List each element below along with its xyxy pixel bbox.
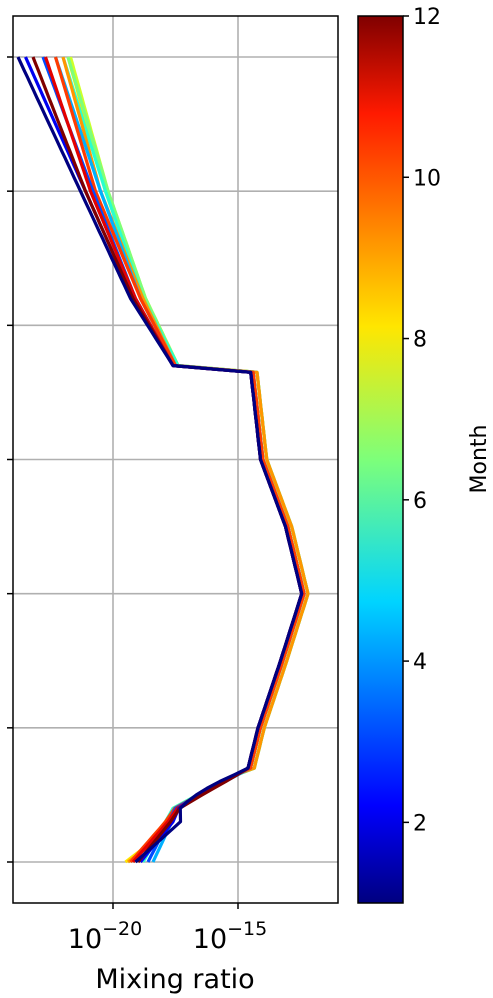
colorbar-tick-label: 4 bbox=[413, 650, 427, 675]
colorbar-tick-label: 2 bbox=[413, 811, 427, 836]
colorbar-tick-label: 10 bbox=[413, 166, 441, 191]
colorbar-tick-label: 6 bbox=[413, 489, 427, 514]
x-tick-label: 10−20 bbox=[68, 918, 142, 955]
colorbar-label: Month bbox=[467, 425, 492, 494]
colorbar-ticks: 2 4 6 8 10 12 bbox=[403, 5, 441, 836]
x-tick-label: 10−15 bbox=[193, 918, 267, 955]
x-ticks: 10−20 10−15 bbox=[68, 903, 267, 955]
colorbar-tick-label: 12 bbox=[413, 5, 441, 30]
y-ticks bbox=[7, 57, 13, 862]
x-axis-label: Mixing ratio bbox=[95, 964, 254, 995]
colorbar bbox=[358, 16, 403, 903]
colorbar-tick-label: 8 bbox=[413, 328, 427, 353]
